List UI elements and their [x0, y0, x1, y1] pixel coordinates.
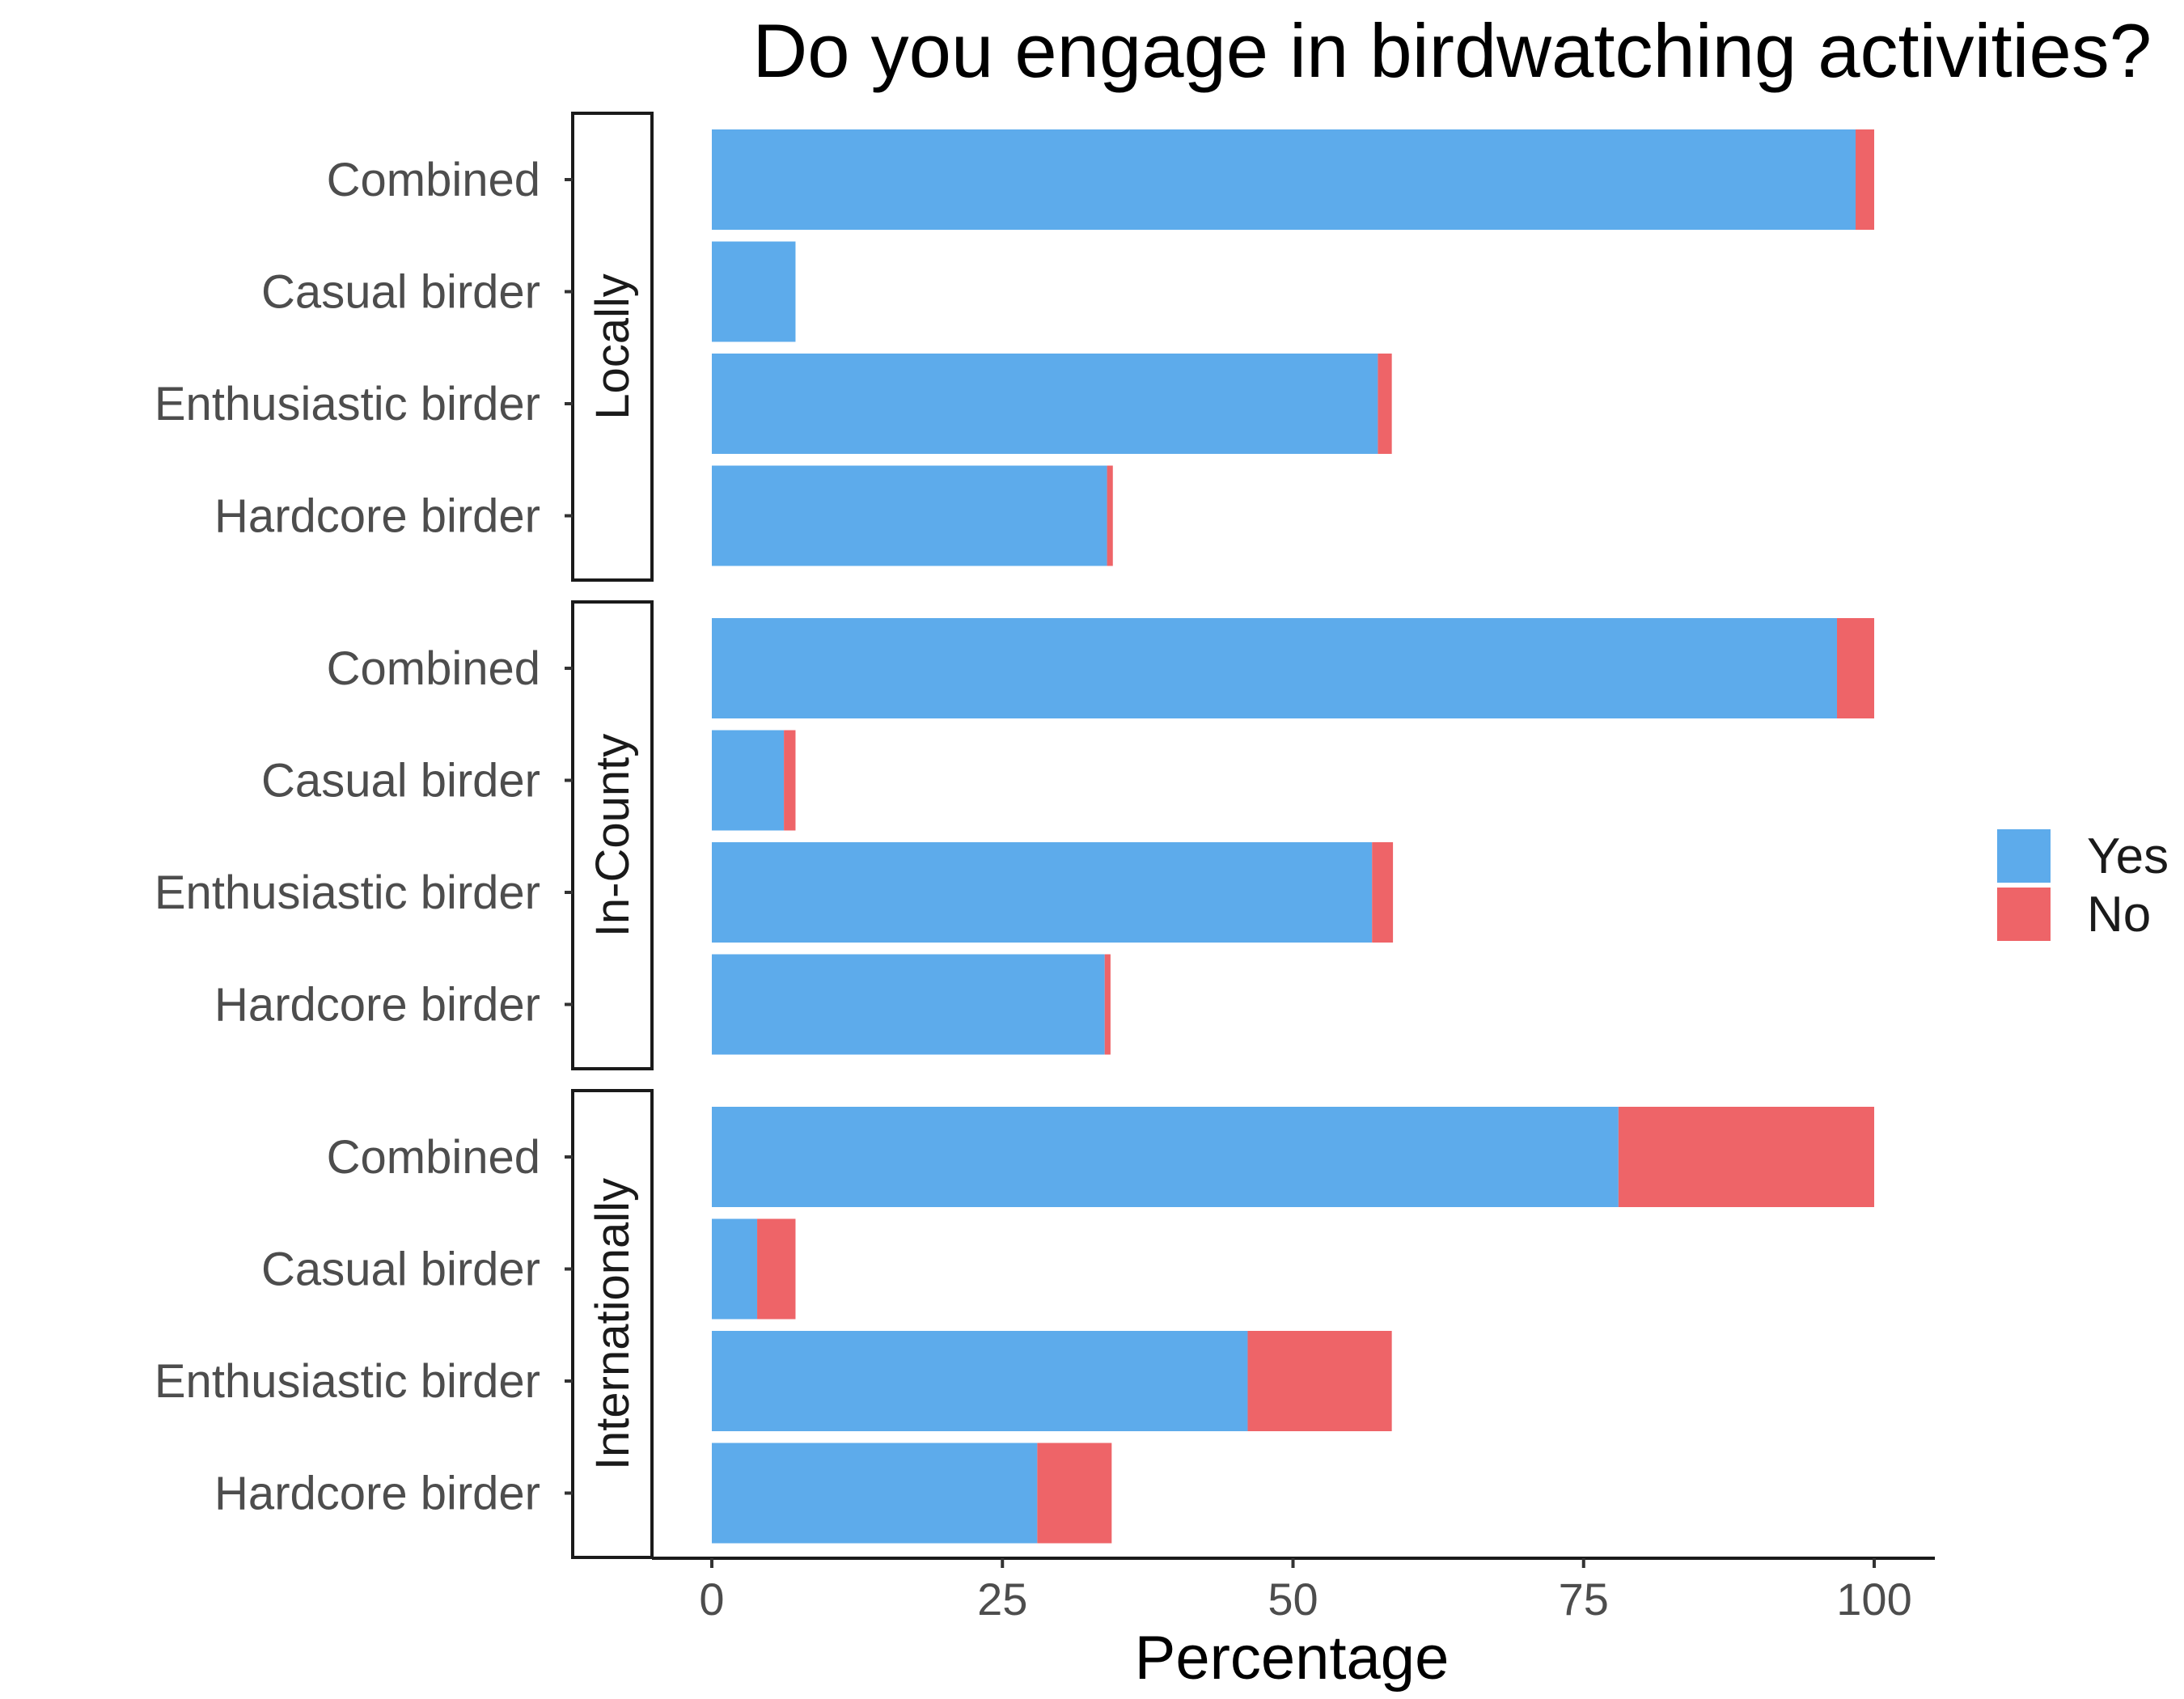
legend-swatch: [1997, 829, 2051, 883]
bar-no: [1378, 354, 1392, 454]
bar-no: [1372, 842, 1394, 943]
facet-strip: [571, 1089, 654, 1559]
bar-yes: [712, 1331, 1248, 1431]
facet-label: In-County: [586, 734, 639, 937]
facet-label: Locally: [586, 273, 639, 420]
x-axis: 0 25 50 75 100: [652, 1557, 1935, 1625]
category-label: Combined: [327, 1131, 540, 1184]
chart-title: Do you engage in birdwatching activities…: [752, 8, 2152, 93]
category-label: Casual birder: [261, 755, 540, 807]
legend-label: Yes: [2087, 828, 2169, 884]
facet-strip: [571, 600, 654, 1070]
bar-yes: [712, 129, 1856, 230]
bar-yes: [712, 354, 1378, 454]
legend-item-no: No: [1997, 887, 2151, 943]
category-label: Combined: [327, 154, 540, 206]
legend-label: No: [2087, 887, 2151, 943]
category-label: Combined: [327, 642, 540, 695]
x-tick-label: 75: [1559, 1574, 1609, 1625]
facet-strip: [571, 112, 654, 582]
category-label: Hardcore birder: [214, 979, 540, 1032]
x-axis-title: Percentage: [1135, 1624, 1450, 1693]
bar-yes: [712, 1218, 758, 1320]
bar-yes: [712, 465, 1107, 566]
category-label: Hardcore birder: [214, 1468, 540, 1520]
bar-no: [1247, 1331, 1392, 1431]
category-label: Casual birder: [261, 1244, 540, 1296]
facet-in-county: In-County Combined Casual birder Enthusiast…: [154, 600, 1874, 1070]
chart-panels: Locally Combined Casual birder Enthusiastic…: [154, 112, 1874, 1559]
bar-yes: [712, 730, 785, 831]
bar-yes: [712, 241, 796, 342]
x-tick-label: 100: [1836, 1574, 1911, 1625]
category-label: Casual birder: [261, 266, 540, 319]
category-label: Enthusiastic birder: [154, 866, 540, 919]
bar-yes: [712, 954, 1105, 1055]
bar-no: [784, 730, 796, 831]
category-label: Enthusiastic birder: [154, 378, 540, 430]
bar-no: [1037, 1443, 1112, 1544]
x-tick-label: 25: [977, 1574, 1027, 1625]
bar-yes: [712, 1107, 1619, 1207]
facet-label: Internationally: [586, 1178, 639, 1470]
bar-no: [1104, 954, 1111, 1055]
bar-no: [757, 1218, 796, 1320]
legend-item-yes: Yes: [1997, 828, 2169, 884]
bar-yes: [712, 1443, 1038, 1544]
bar-no: [1837, 618, 1874, 718]
bar-yes: [712, 618, 1838, 718]
legend-swatch: [1997, 888, 2051, 941]
bar-yes: [712, 842, 1373, 943]
facet-locally: Locally Combined Casual birder Enthusiastic…: [154, 112, 1874, 582]
bar-no: [1618, 1107, 1874, 1207]
x-tick-label: 0: [699, 1574, 724, 1625]
x-tick-label: 50: [1268, 1574, 1318, 1625]
category-label: Hardcore birder: [214, 490, 540, 543]
facet-internationally: Internationally Combined Casual birder Enth…: [154, 1089, 1874, 1559]
bar-no: [1856, 129, 1874, 230]
category-label: Enthusiastic birder: [154, 1355, 540, 1408]
bar-no: [1107, 465, 1113, 566]
